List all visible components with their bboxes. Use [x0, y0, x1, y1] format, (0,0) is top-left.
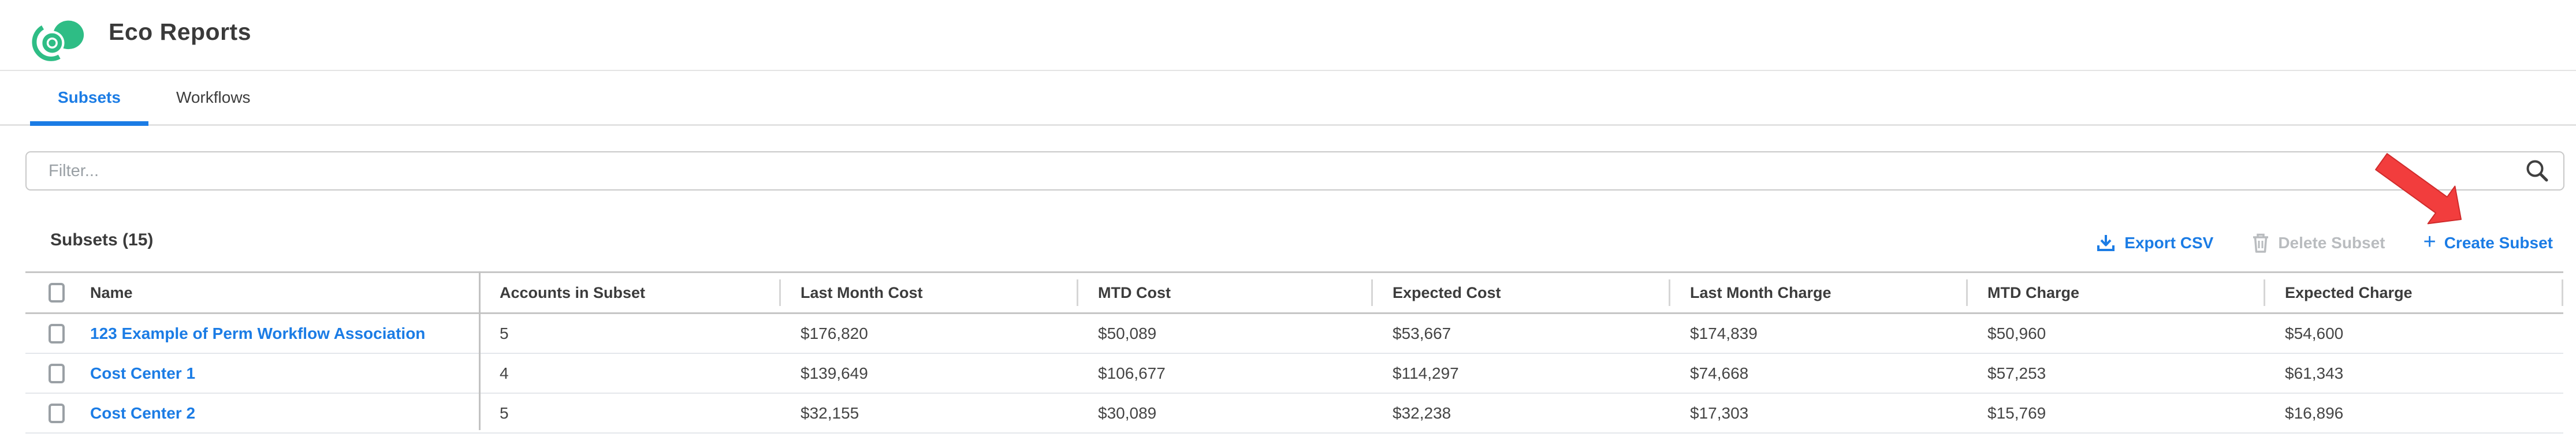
eco-logo-icon: [32, 20, 84, 61]
name-column-divider: [479, 271, 481, 430]
expected-charge-cell: $61,343: [2285, 364, 2344, 382]
filter-input[interactable]: [25, 151, 2564, 191]
expected-cost-cell: $32,238: [1393, 404, 1451, 422]
column-header-name: Name: [90, 283, 133, 301]
mtd-cost-cell: $30,089: [1098, 404, 1157, 422]
subsets-toolbar: Subsets (15) Export CSV Delete Subset + …: [25, 226, 2553, 260]
expected-charge-cell: $16,896: [2285, 404, 2344, 422]
row-checkbox[interactable]: [49, 323, 65, 344]
mtd-charge-cell: $50,960: [1987, 324, 2046, 342]
column-header-last-month-cost: Last Month Cost: [780, 273, 1077, 312]
table-header-row: Name Accounts in Subset Last Month Cost …: [25, 271, 2563, 314]
row-name-cell: Cost Center 1: [25, 363, 479, 383]
subsets-count-heading: Subsets (15): [50, 230, 154, 249]
subset-name-link[interactable]: Cost Center 2: [90, 404, 196, 422]
subsets-table: Name Accounts in Subset Last Month Cost …: [25, 271, 2563, 434]
accounts-cell: 4: [500, 364, 509, 382]
app-header: Eco Reports: [0, 0, 2576, 71]
row-checkbox[interactable]: [49, 403, 65, 423]
mtd-cost-cell: $106,677: [1098, 364, 1166, 382]
mtd-charge-cell: $57,253: [1987, 364, 2046, 382]
delete-subset-button[interactable]: Delete Subset: [2251, 233, 2385, 253]
column-header-expected-charge: Expected Charge: [2264, 273, 2563, 312]
expected-cost-cell: $53,667: [1393, 324, 1451, 342]
tab-subsets[interactable]: Subsets: [30, 71, 148, 126]
export-csv-button[interactable]: Export CSV: [2095, 233, 2213, 253]
column-header-last-month-charge: Last Month Charge: [1669, 273, 1967, 312]
subset-name-link[interactable]: Cost Center 1: [90, 364, 196, 382]
column-header-expected-cost: Expected Cost: [1372, 273, 1669, 312]
column-header-mtd-charge: MTD Charge: [1967, 273, 2264, 312]
toolbar-actions: Export CSV Delete Subset + Create Subset: [2095, 226, 2553, 260]
page-title: Eco Reports: [109, 18, 251, 45]
table-row: Cost Center 2 5 $32,155 $30,089 $32,238 …: [25, 394, 2563, 434]
accounts-cell: 5: [500, 404, 509, 422]
filter-bar: [25, 151, 2564, 191]
tab-subsets-label: Subsets: [58, 88, 121, 106]
mtd-charge-cell: $15,769: [1987, 404, 2046, 422]
last-month-cost-cell: $139,649: [801, 364, 868, 382]
header-name-cell: Name: [25, 283, 479, 303]
delete-subset-label: Delete Subset: [2278, 234, 2385, 252]
subset-name-link[interactable]: 123 Example of Perm Workflow Association: [90, 324, 426, 342]
column-header-mtd-cost: MTD Cost: [1077, 273, 1372, 312]
table-row: 123 Example of Perm Workflow Association…: [25, 314, 2563, 354]
row-name-cell: Cost Center 2: [25, 403, 479, 423]
mtd-cost-cell: $50,089: [1098, 324, 1157, 342]
row-name-cell: 123 Example of Perm Workflow Association: [25, 323, 479, 344]
column-header-accounts: Accounts in Subset: [500, 283, 646, 301]
row-checkbox[interactable]: [49, 363, 65, 383]
last-month-cost-cell: $176,820: [801, 324, 868, 342]
last-month-charge-cell: $174,839: [1690, 324, 1758, 342]
search-icon[interactable]: [2524, 158, 2551, 184]
tab-workflows-label: Workflows: [176, 88, 251, 106]
export-csv-label: Export CSV: [2124, 234, 2214, 252]
last-month-cost-cell: $32,155: [801, 404, 859, 422]
accounts-cell: 5: [500, 324, 509, 342]
create-subset-label: Create Subset: [2444, 234, 2553, 252]
create-subset-button[interactable]: + Create Subset: [2423, 230, 2553, 254]
last-month-charge-cell: $74,668: [1690, 364, 1749, 382]
last-month-charge-cell: $17,303: [1690, 404, 1749, 422]
download-icon: [2097, 235, 2115, 251]
tab-bar: Subsets Workflows: [0, 71, 2576, 126]
expected-charge-cell: $54,600: [2285, 324, 2344, 342]
plus-icon: +: [2423, 230, 2436, 254]
tab-workflows[interactable]: Workflows: [148, 71, 278, 124]
expected-cost-cell: $114,297: [1393, 364, 1459, 382]
table-row: Cost Center 1 4 $139,649 $106,677 $114,2…: [25, 354, 2563, 394]
trash-icon: [2253, 233, 2269, 253]
select-all-checkbox[interactable]: [49, 283, 65, 303]
